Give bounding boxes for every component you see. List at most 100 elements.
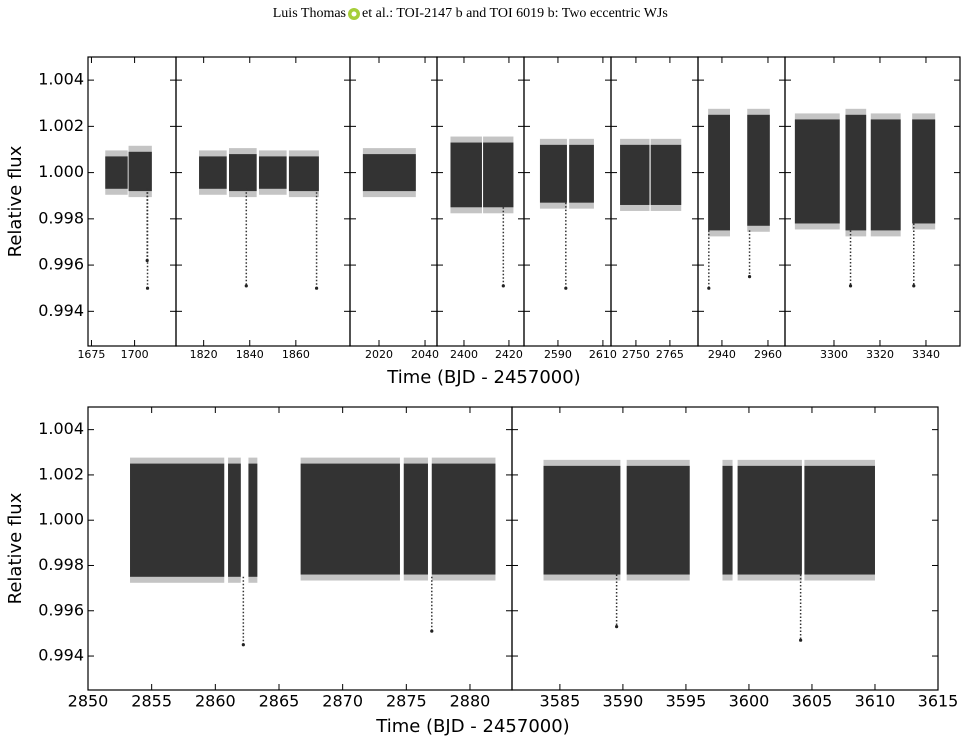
x-tick-label: 3340: [912, 348, 940, 361]
y-axis-label: Relative flux: [5, 492, 26, 604]
flux-band: [288, 156, 319, 192]
x-tick-label: 2020: [365, 348, 393, 361]
header-title: et al.: TOI-2147 b and TOI 6019 b: Two e…: [362, 6, 668, 21]
x-tick-label: 3615: [918, 692, 959, 711]
panel-frame: [349, 56, 438, 347]
x-tick-label: 2870: [322, 692, 363, 711]
y-tick-label: 1.004: [38, 70, 84, 89]
x-tick-label: 2940: [708, 348, 736, 361]
flux-band: [539, 144, 567, 203]
x-tick-label: 3595: [666, 692, 707, 711]
transit-dip: [501, 284, 505, 288]
x-tick-label: 2960: [754, 348, 782, 361]
flux-band: [543, 465, 621, 575]
panel-frame: [784, 56, 961, 347]
y-tick-label: 1.002: [38, 464, 84, 483]
x-tick-label: 1860: [282, 348, 310, 361]
x-tick-label: 1840: [236, 348, 264, 361]
transit-dip: [145, 258, 149, 263]
flux-band: [258, 156, 287, 189]
flux-band: [431, 463, 496, 575]
x-tick-label: 2750: [622, 348, 650, 361]
y-axis-label: Relative flux: [5, 145, 26, 257]
x-tick-label: 2765: [656, 348, 684, 361]
x-tick-label: 1675: [77, 348, 105, 361]
flux-band: [737, 465, 802, 575]
x-tick-label: 2040: [411, 348, 439, 361]
transit-dip: [241, 643, 245, 647]
y-tick-label: 0.996: [38, 600, 84, 619]
x-tick-label: 2875: [386, 692, 427, 711]
transit-dip: [430, 629, 434, 633]
transit-dip: [747, 275, 752, 279]
x-tick-label: 2400: [450, 348, 478, 361]
x-tick-label: 1820: [190, 348, 218, 361]
flux-band: [450, 142, 482, 208]
x-tick-label: 3300: [820, 348, 848, 361]
transit-dip: [912, 284, 916, 288]
transit-dip: [848, 284, 853, 288]
flux-band: [620, 144, 650, 205]
x-axis-label: Time (BJD - 2457000): [375, 716, 569, 737]
x-tick-label: 2420: [495, 348, 523, 361]
flux-band: [130, 463, 225, 577]
y-tick-label: 1.002: [38, 116, 84, 135]
y-tick-label: 0.996: [38, 255, 84, 274]
transit-dip: [564, 286, 568, 290]
x-tick-label: 3585: [540, 692, 581, 711]
flux-band: [403, 463, 428, 575]
transit-dip: [707, 286, 711, 290]
x-tick-label: 2855: [131, 692, 172, 711]
flux-band: [483, 142, 514, 208]
flux-band: [722, 465, 733, 575]
flux-band: [650, 144, 682, 205]
x-tick-label: 3600: [729, 692, 770, 711]
transit-dip: [314, 286, 319, 290]
x-tick-label: 2610: [589, 348, 617, 361]
transit-dip: [145, 286, 150, 290]
flux-band: [128, 151, 152, 192]
x-tick-label: 3605: [792, 692, 833, 711]
flux-band: [105, 156, 128, 189]
transit-dip: [244, 284, 248, 288]
x-tick-label: 2590: [544, 348, 572, 361]
flux-band: [708, 114, 730, 231]
y-tick-label: 0.994: [38, 301, 84, 320]
panel-frame: [511, 406, 939, 691]
flux-band: [626, 465, 690, 575]
flux-band: [229, 154, 257, 192]
y-tick-label: 0.994: [38, 646, 84, 665]
flux-band: [569, 144, 594, 203]
flux-band: [794, 119, 840, 224]
flux-band: [248, 463, 258, 577]
flux-band: [199, 156, 227, 189]
x-tick-label: 2860: [195, 692, 236, 711]
flux-band: [362, 154, 416, 192]
panel-frame: [523, 56, 612, 347]
y-tick-label: 1.004: [38, 419, 84, 438]
flux-band: [228, 463, 241, 577]
flux-band: [845, 114, 867, 231]
y-tick-label: 1.000: [38, 510, 84, 529]
y-tick-label: 1.000: [38, 162, 84, 181]
flux-band: [804, 465, 875, 575]
header-author: Luis Thomas: [273, 6, 346, 21]
x-tick-label: 2850: [68, 692, 109, 711]
x-tick-label: 3320: [866, 348, 894, 361]
x-axis-label: Time (BJD - 2457000): [386, 367, 580, 388]
panel-frame: [175, 56, 351, 347]
y-tick-label: 0.998: [38, 208, 84, 227]
flux-band: [912, 119, 936, 224]
y-tick-label: 0.998: [38, 555, 84, 574]
flux-band: [747, 114, 770, 226]
x-tick-label: 3610: [855, 692, 896, 711]
flux-band: [870, 119, 901, 231]
panel-frame: [87, 56, 177, 347]
x-tick-label: 3590: [603, 692, 644, 711]
x-tick-label: 2880: [450, 692, 491, 711]
transit-dip: [615, 625, 619, 629]
x-tick-label: 1700: [121, 348, 149, 361]
flux-band: [300, 463, 400, 575]
x-tick-label: 2865: [259, 692, 300, 711]
